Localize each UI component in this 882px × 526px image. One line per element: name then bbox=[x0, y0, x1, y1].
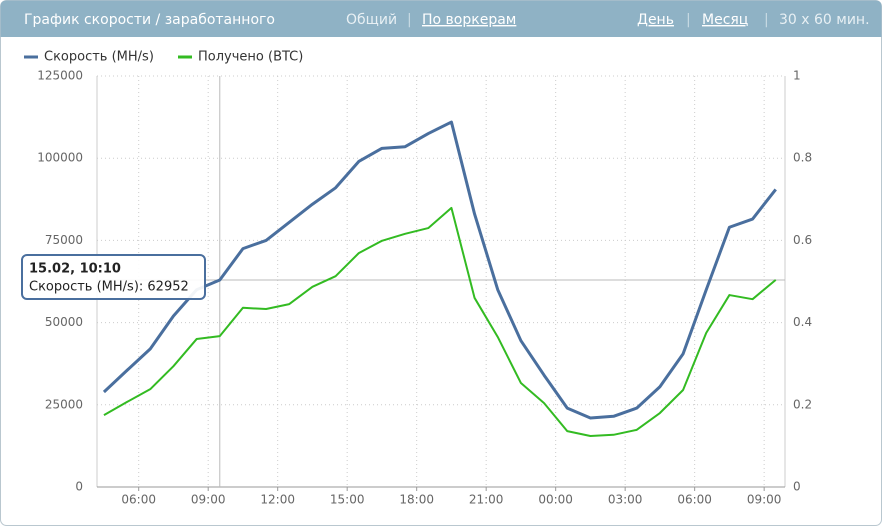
header-title: График скорости / заработанного bbox=[24, 12, 275, 28]
tooltip-text: Скорость (MH/s): 62952 bbox=[29, 280, 189, 295]
y-tick-label: 25000 bbox=[45, 397, 83, 411]
tab[interactable]: Общий bbox=[346, 12, 397, 28]
y2-tick-label: 1 bbox=[793, 69, 801, 83]
x-tick-label: 15:00 bbox=[330, 493, 365, 507]
x-tick-label: 18:00 bbox=[399, 493, 434, 507]
tab[interactable]: По воркерам bbox=[422, 12, 516, 28]
y-tick-label: 75000 bbox=[45, 233, 83, 247]
tab[interactable]: Месяц bbox=[702, 12, 748, 28]
y2-tick-label: 0.8 bbox=[793, 151, 812, 165]
tab[interactable]: День bbox=[637, 12, 674, 28]
series-line bbox=[103, 206, 777, 438]
y2-tick-label: 0.2 bbox=[793, 397, 812, 411]
y2-tick-label: 0 bbox=[793, 480, 801, 494]
x-tick-label: 06:00 bbox=[121, 493, 156, 507]
x-tick-label: 09:00 bbox=[747, 493, 782, 507]
x-tick-label: 21:00 bbox=[469, 493, 504, 507]
x-tick-label: 09:00 bbox=[191, 493, 226, 507]
y-tick-label: 0 bbox=[75, 480, 83, 494]
y2-tick-label: 0.6 bbox=[793, 233, 812, 247]
separator: | bbox=[686, 12, 691, 28]
series-line bbox=[102, 120, 777, 420]
tab[interactable]: 30 x 60 мин. bbox=[779, 12, 870, 28]
y-tick-label: 125000 bbox=[37, 69, 83, 83]
y2-tick-label: 0.4 bbox=[793, 315, 812, 329]
plot: 0 25000 50000 75000 100000 125000 0 0.2 0.4 0.6 0.… bbox=[21, 50, 812, 507]
y-tick-label: 50000 bbox=[45, 315, 83, 329]
tooltip bbox=[21, 254, 206, 300]
legend-label: Скорость (MH/s) bbox=[44, 50, 154, 65]
separator: | bbox=[407, 12, 412, 28]
x-tick-label: 03:00 bbox=[608, 493, 643, 507]
separator: | bbox=[764, 12, 769, 28]
x-tick-label: 06:00 bbox=[677, 493, 712, 507]
x-tick-label: 00:00 bbox=[538, 493, 573, 507]
legend-label: Получено (BTC) bbox=[198, 50, 303, 65]
x-tick-label: 12:00 bbox=[260, 493, 295, 507]
header-bar bbox=[0, 0, 882, 37]
y-tick-label: 100000 bbox=[37, 151, 83, 165]
tooltip-title: 15.02, 10:10 bbox=[29, 262, 121, 277]
